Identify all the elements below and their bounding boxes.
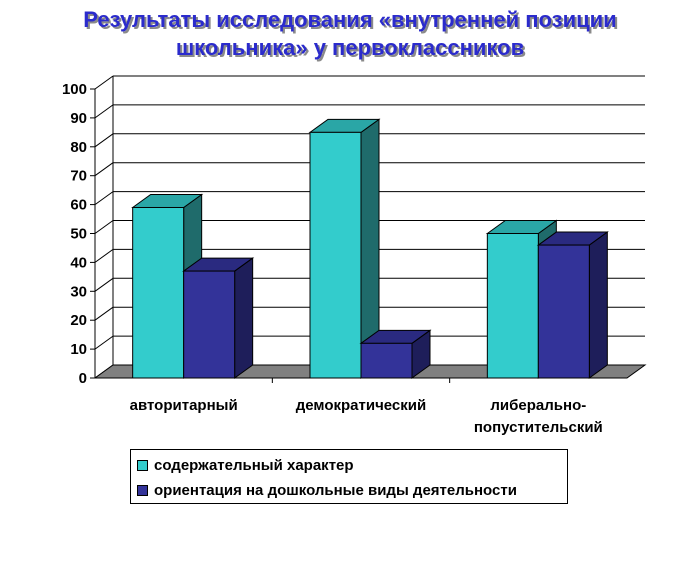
y-tick-label-60: 60 bbox=[70, 197, 87, 214]
y-tick-label-40: 40 bbox=[70, 254, 87, 271]
y-tick-label-100: 100 bbox=[62, 81, 87, 98]
bar-s1-c1 bbox=[132, 206, 185, 379]
gridline-side-50 bbox=[94, 220, 114, 234]
y-tick-label-20: 20 bbox=[70, 312, 87, 329]
x-category-label-1-line-1: авторитарный bbox=[130, 397, 238, 414]
y-tick-label-80: 80 bbox=[70, 139, 87, 156]
y-tick-label-90: 90 bbox=[70, 110, 87, 127]
gridline-side-30 bbox=[94, 277, 114, 292]
legend-item-series-2: ориентация на дошкольные виды деятельнос… bbox=[137, 479, 517, 501]
chart-title-line-2: школьника» у первоклассников bbox=[175, 35, 525, 60]
bar-side-s2-c1 bbox=[234, 257, 254, 379]
legend-item-series-1: содержательный характер bbox=[137, 454, 354, 476]
x-category-label-3-line-2: попустительский bbox=[474, 419, 603, 436]
bar-s1-c3 bbox=[486, 233, 539, 379]
x-category-label-2-line-1: демократический bbox=[296, 397, 426, 414]
chart-title-line-1: Результаты исследования «внутренней пози… bbox=[83, 7, 617, 32]
gridline-side-10 bbox=[94, 335, 114, 350]
gridline-side-20 bbox=[94, 306, 114, 321]
bar-side-s2-c3 bbox=[588, 231, 608, 379]
legend-swatch-series-1 bbox=[137, 459, 148, 471]
y-tick-label-0: 0 bbox=[79, 370, 87, 387]
legend-label-series-2: ориентация на дошкольные виды деятельнос… bbox=[154, 481, 517, 499]
legend-swatch-series-2 bbox=[137, 484, 148, 496]
bar-s2-c2 bbox=[360, 342, 413, 379]
chart-legend: содержательный характер ориентация на до… bbox=[130, 449, 568, 504]
gridline-side-90 bbox=[94, 104, 114, 119]
y-tick-label-70: 70 bbox=[70, 168, 87, 185]
gridline-side-40 bbox=[94, 248, 114, 263]
gridline-side-80 bbox=[94, 133, 114, 148]
bar-s2-c1 bbox=[183, 270, 236, 379]
gridline-side-60 bbox=[94, 191, 114, 206]
y-tick-label-50: 50 bbox=[70, 226, 87, 243]
x-category-label-3-line-1: либерально- bbox=[490, 397, 586, 414]
bar-s2-c3 bbox=[537, 244, 590, 379]
gridline-side-100 bbox=[94, 75, 114, 90]
bar-s1-c2 bbox=[309, 131, 362, 379]
legend-label-series-1: содержательный характер bbox=[154, 456, 354, 474]
chart-title: Результаты исследования «внутренней пози… bbox=[0, 6, 700, 62]
gridline-side-70 bbox=[94, 162, 114, 177]
y-tick-label-10: 10 bbox=[70, 341, 87, 358]
y-tick-label-30: 30 bbox=[70, 283, 87, 300]
